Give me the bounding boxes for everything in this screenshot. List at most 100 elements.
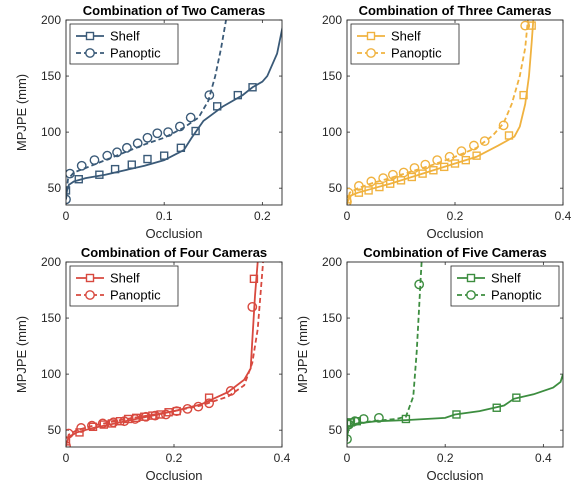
data-point-shelf xyxy=(143,154,152,164)
data-point-panoptic xyxy=(378,173,389,183)
data-point-shelf xyxy=(110,164,120,174)
data-point-shelf xyxy=(127,160,136,169)
data-point-panoptic xyxy=(520,20,531,31)
data-point-panoptic xyxy=(185,112,196,123)
panel-title: Combination of Two Cameras xyxy=(83,3,266,18)
data-point-panoptic xyxy=(347,196,352,205)
data-point-shelf xyxy=(429,166,438,175)
legend-label: Shelf xyxy=(391,29,421,44)
data-point-shelf xyxy=(461,155,470,165)
data-point-panoptic xyxy=(349,416,360,427)
data-point-shelf xyxy=(115,417,125,426)
x-tick-label: 0.2 xyxy=(437,451,454,465)
y-tick-label: 50 xyxy=(48,181,62,195)
data-point-panoptic xyxy=(444,151,455,162)
legend-label: Panoptic xyxy=(110,288,161,303)
x-tick-label: 0.4 xyxy=(535,451,552,465)
data-point-panoptic xyxy=(97,418,108,429)
legend-label: Shelf xyxy=(491,271,521,286)
data-point-panoptic xyxy=(141,411,151,422)
data-point-shelf xyxy=(156,410,165,419)
y-axis-label: MPJPE (mm) xyxy=(295,316,310,393)
data-point-panoptic xyxy=(108,417,119,428)
data-point-panoptic xyxy=(119,416,130,427)
data-point-panoptic xyxy=(498,120,509,131)
data-point-shelf xyxy=(66,437,71,446)
x-tick-label: 0.4 xyxy=(555,209,572,223)
x-tick-label: 0 xyxy=(63,451,70,465)
legend-label: Shelf xyxy=(110,29,140,44)
legend: Shelf Panoptic xyxy=(69,265,179,307)
data-point-panoptic xyxy=(182,403,193,414)
data-point-panoptic xyxy=(160,409,171,420)
data-point-panoptic xyxy=(479,136,490,146)
data-point-panoptic xyxy=(366,176,377,187)
series-line-shelf xyxy=(347,20,535,205)
data-point-shelf xyxy=(249,274,259,284)
data-point-shelf xyxy=(396,176,406,185)
y-axis-label: MPJPE (mm) xyxy=(14,316,29,393)
legend-marker-circle xyxy=(366,48,376,58)
legend-marker-square xyxy=(85,273,95,283)
legend-marker-circle xyxy=(85,290,95,300)
data-point-panoptic xyxy=(163,127,174,138)
data-point-shelf xyxy=(519,90,528,100)
panel-title: Combination of Three Cameras xyxy=(359,3,552,18)
x-tick-label: 0.2 xyxy=(447,209,464,223)
data-point-shelf xyxy=(159,151,169,160)
y-tick-label: 50 xyxy=(329,423,343,437)
data-point-shelf xyxy=(407,172,416,182)
data-point-shelf xyxy=(440,162,449,172)
data-point-panoptic xyxy=(142,132,153,143)
data-point-panoptic xyxy=(102,150,113,161)
data-point-panoptic xyxy=(130,414,141,424)
axes-frame xyxy=(65,19,283,206)
data-point-shelf xyxy=(492,403,501,412)
y-tick-label: 200 xyxy=(41,13,61,27)
panel-title: Combination of Four Cameras xyxy=(81,245,267,260)
data-point-shelf xyxy=(512,393,521,402)
data-point-shelf xyxy=(176,143,186,153)
data-point-panoptic xyxy=(171,406,182,417)
y-tick-label: 100 xyxy=(41,125,61,139)
data-point-panoptic xyxy=(76,423,87,433)
x-tick-label: 0.2 xyxy=(166,451,183,465)
x-axis-label: Occlusion xyxy=(145,468,202,481)
data-point-shelf xyxy=(504,131,514,140)
legend-marker-square xyxy=(366,31,376,41)
y-axis-label: MPJPE (mm) xyxy=(14,74,29,151)
y-tick-label: 150 xyxy=(322,311,342,325)
legend-label: Panoptic xyxy=(110,46,161,61)
y-tick-label: 200 xyxy=(322,255,342,269)
data-point-panoptic xyxy=(398,167,409,178)
x-tick-label: 0 xyxy=(344,451,351,465)
x-tick-label: 0 xyxy=(63,209,70,223)
data-point-panoptic xyxy=(112,147,122,158)
legend: Shelf Panoptic xyxy=(69,23,179,65)
y-tick-label: 50 xyxy=(48,423,62,437)
x-tick-label: 0.4 xyxy=(274,451,291,465)
data-point-shelf xyxy=(364,186,373,195)
legend-marker-circle xyxy=(466,290,476,300)
data-point-panoptic xyxy=(132,138,143,149)
data-point-panoptic xyxy=(432,155,443,166)
y-tick-label: 100 xyxy=(322,125,342,139)
legend-label: Panoptic xyxy=(391,46,442,61)
data-point-shelf xyxy=(472,151,481,160)
legend-label: Panoptic xyxy=(491,288,542,303)
legend-label: Shelf xyxy=(110,271,140,286)
data-point-panoptic xyxy=(420,159,431,170)
data-point-panoptic xyxy=(66,428,74,439)
data-point-panoptic xyxy=(204,398,215,409)
data-point-panoptic xyxy=(347,434,352,445)
data-point-panoptic xyxy=(347,187,354,198)
x-axis-label: Occlusion xyxy=(426,226,483,241)
axes-frame xyxy=(346,19,564,206)
x-tick-label: 0.1 xyxy=(156,209,173,223)
y-tick-label: 150 xyxy=(41,311,61,325)
x-axis-label: Occlusion xyxy=(426,468,483,481)
data-point-panoptic xyxy=(358,414,369,424)
x-axis-label: Occlusion xyxy=(145,226,202,241)
data-point-panoptic xyxy=(66,440,71,447)
